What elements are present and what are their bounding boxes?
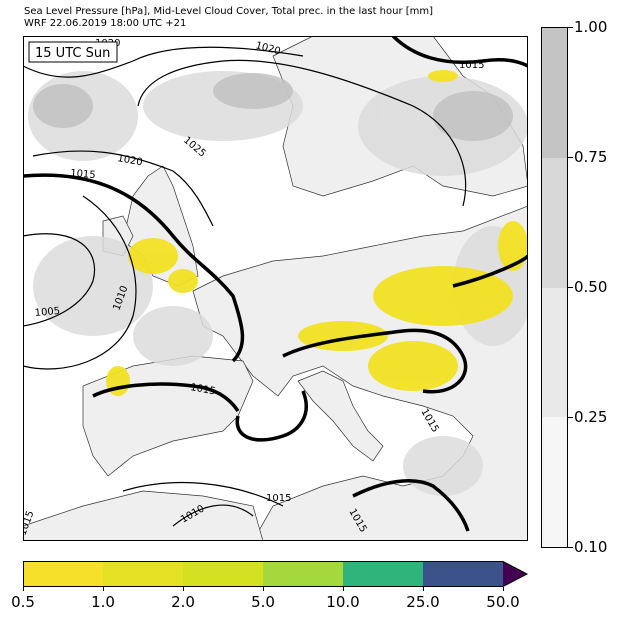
precipitation-colorbar	[23, 561, 529, 587]
cloud-cover-colorbar	[541, 27, 568, 548]
isobar-label: 1015	[266, 493, 291, 504]
precip-colorbar-extend-arrow	[503, 561, 527, 587]
isobar-1005	[23, 233, 96, 327]
time-stamp-label: 15 UTC Sun	[35, 46, 110, 61]
isobar-1010-south	[172, 504, 254, 527]
precip-colorbar-tick	[183, 587, 184, 591]
land-italy	[297, 370, 384, 462]
precip-colorbar-label: 0.5	[11, 593, 35, 611]
cloud-colorbar-tick	[568, 27, 573, 28]
precip-patch	[128, 238, 178, 274]
precip-colorbar-segment-6	[423, 561, 503, 587]
precip-colorbar-segment-2	[103, 561, 183, 587]
cloud-patch	[403, 436, 483, 496]
cloud-patch	[433, 91, 513, 141]
cloud-patch	[33, 236, 153, 336]
isobar-1015-north	[391, 36, 528, 68]
isobar-1015-west	[23, 173, 245, 363]
cloud-colorbar-segment-2	[542, 157, 567, 288]
isobar-1010	[23, 195, 137, 370]
cloud-colorbar-segment-3	[542, 287, 567, 418]
isobars-thick	[23, 36, 528, 532]
isobar-1020-north	[23, 46, 304, 78]
cloud-colorbar-label: 0.50	[574, 278, 608, 296]
chart-title-line1: Sea Level Pressure [hPa], Mid-Level Clou…	[24, 6, 434, 17]
precip-patch	[428, 70, 458, 82]
cloud-cover-dense	[33, 73, 513, 141]
precip-colorbar-label: 2.0	[171, 593, 195, 611]
precip-colorbar-segment-1	[23, 561, 103, 587]
land-north-africa	[23, 490, 264, 541]
chart-title-line2: WRF 22.06.2019 18:00 UTC +21	[24, 18, 187, 29]
precip-colorbar-segment-3	[183, 561, 263, 587]
isobar-1015-spain	[92, 382, 240, 413]
isobar-label: 1015	[459, 60, 484, 71]
isobar-1015-med	[235, 390, 308, 442]
isobar-label: 1005	[34, 306, 60, 319]
isobar-label: 1015	[189, 382, 216, 397]
isobar-1015-se	[352, 479, 470, 532]
precip-colorbar-tick	[23, 587, 24, 591]
cloud-colorbar-tick	[568, 287, 573, 288]
cloud-patch	[33, 84, 93, 128]
precip-colorbar-label: 10.0	[326, 593, 360, 611]
cloud-colorbar-tick	[568, 417, 573, 418]
time-stamp-background	[28, 41, 118, 63]
cloud-colorbar-tick	[568, 547, 573, 548]
cloud-colorbar-segment-1	[542, 28, 567, 158]
precip-colorbar-label: 25.0	[406, 593, 440, 611]
precip-colorbar-tick	[103, 587, 104, 591]
precip-colorbar-tick	[263, 587, 264, 591]
time-stamp-box: 15 UTC Sun	[28, 41, 118, 63]
cloud-colorbar-tick	[568, 157, 573, 158]
cloud-colorbar-segment-4	[542, 417, 567, 547]
precip-colorbar-outline	[23, 561, 529, 587]
precip-colorbar-label: 1.0	[91, 593, 115, 611]
cloud-colorbar-label: 0.25	[574, 408, 608, 426]
isobar-1020-west	[32, 150, 214, 227]
precip-patch	[373, 266, 513, 326]
isobar-label: 1015	[70, 168, 96, 181]
cloud-colorbar-label: 0.75	[574, 148, 608, 166]
isobar-label: 1020	[116, 153, 143, 168]
precip-colorbar-label: 50.0	[486, 593, 520, 611]
cloud-patch	[133, 306, 213, 366]
precip-colorbar-tick	[423, 587, 424, 591]
isobar-1015-east	[452, 254, 528, 288]
precip-colorbar-segment-5	[343, 561, 423, 587]
cloud-colorbar-label: 0.10	[574, 538, 608, 556]
isobar-1015-italy	[282, 328, 468, 394]
precip-colorbar-tick	[503, 587, 504, 591]
isobar-1025	[137, 59, 467, 207]
isobar-1015-south	[122, 481, 284, 507]
weather-map: 1020 1015 1020 1025 1015 1010 1005 1015 …	[23, 36, 528, 541]
map-frame	[23, 36, 528, 541]
precip-patch	[168, 269, 198, 293]
precip-colorbar-label: 5.0	[251, 593, 275, 611]
precip-colorbar-segment-4	[263, 561, 343, 587]
precip-patch	[368, 341, 458, 391]
isobars-thin	[23, 46, 467, 527]
cloud-colorbar-label: 1.00	[574, 18, 608, 36]
precip-colorbar-tick	[343, 587, 344, 591]
precip-patch	[498, 221, 528, 271]
cloud-patch	[213, 73, 293, 109]
